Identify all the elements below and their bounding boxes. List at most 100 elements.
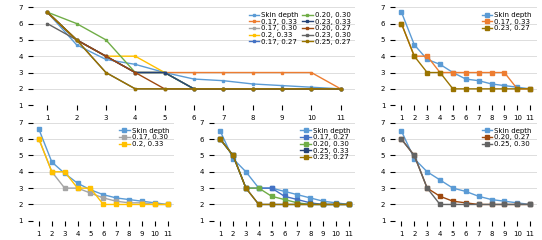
0.23, 0.33 <box>102 55 109 58</box>
0.23, 0.30 <box>102 71 109 74</box>
0.17, 0.30 <box>74 187 81 190</box>
0.17, 0.33 <box>514 87 520 90</box>
0.23, 0.27 <box>294 203 301 206</box>
0.2, 0.33 <box>152 203 158 206</box>
0.2, 0.33 <box>36 138 42 141</box>
Legend: Skin depth, 0.17, 0.27, 0.20, 0.30, 0.25, 0.33, 0.23, 0.27: Skin depth, 0.17, 0.27, 0.20, 0.30, 0.25… <box>299 126 352 162</box>
0.23, 0.30 <box>220 87 227 90</box>
Line: 0.20, 0.30: 0.20, 0.30 <box>46 11 342 90</box>
Skin depth <box>411 43 417 46</box>
0.20, 0.27 <box>514 203 520 206</box>
0.20, 0.27 <box>398 138 405 141</box>
0.23, 0.30 <box>249 87 256 90</box>
0.20, 0.30 <box>220 87 227 90</box>
Legend: Skin depth, 0.17, 0.33, 0.17, 0.30, 0.2, 0.33, 0.17, 0.27, 0.20, 0.30, 0.23, 0.3: Skin depth, 0.17, 0.33, 0.17, 0.30, 0.2,… <box>247 11 352 46</box>
0.2, 0.33 <box>126 203 132 206</box>
0.17, 0.33 <box>527 87 533 90</box>
0.20, 0.30 <box>256 187 262 190</box>
0.23, 0.27 <box>346 203 352 206</box>
0.17, 0.33 <box>338 87 344 90</box>
0.20, 0.30 <box>279 87 285 90</box>
0.23, 0.27 <box>450 87 456 90</box>
0.25, 0.33 <box>256 203 262 206</box>
0.2, 0.33 <box>74 187 81 190</box>
Line: Skin depth: Skin depth <box>399 10 532 91</box>
Line: Skin depth: Skin depth <box>218 129 351 207</box>
Line: 0.17, 0.30: 0.17, 0.30 <box>37 137 170 207</box>
Line: 0.17, 0.33: 0.17, 0.33 <box>46 11 342 90</box>
Skin depth <box>100 193 107 196</box>
0.20, 0.30 <box>230 154 236 157</box>
0.17, 0.30 <box>44 11 50 13</box>
0.17, 0.27 <box>320 203 326 206</box>
0.23, 0.33 <box>132 71 139 74</box>
Skin depth <box>307 197 313 199</box>
0.17, 0.30 <box>191 87 197 90</box>
0.25, 0.33 <box>307 203 313 206</box>
0.17, 0.27 <box>338 87 344 90</box>
0.20, 0.30 <box>338 87 344 90</box>
0.17, 0.27 <box>333 203 339 206</box>
0.17, 0.30 <box>152 203 158 206</box>
0.17, 0.30 <box>164 203 171 206</box>
0.17, 0.33 <box>411 55 417 58</box>
0.17, 0.27 <box>73 38 80 41</box>
0.20, 0.30 <box>320 203 326 206</box>
0.2, 0.33 <box>44 11 50 13</box>
0.17, 0.33 <box>398 22 405 25</box>
0.23, 0.30 <box>338 87 344 90</box>
0.20, 0.30 <box>102 38 109 41</box>
0.2, 0.33 <box>338 87 344 90</box>
0.23, 0.27 <box>527 87 533 90</box>
0.20, 0.30 <box>132 71 139 74</box>
0.20, 0.27 <box>279 87 285 90</box>
Skin depth <box>139 200 145 203</box>
0.2, 0.33 <box>162 71 168 74</box>
0.20, 0.27 <box>338 87 344 90</box>
0.23, 0.27 <box>398 22 405 25</box>
Line: 0.25, 0.33: 0.25, 0.33 <box>218 137 351 207</box>
0.17, 0.30 <box>113 200 119 203</box>
Skin depth <box>398 11 405 13</box>
0.20, 0.30 <box>333 203 339 206</box>
Skin depth <box>488 198 495 201</box>
Skin depth <box>74 182 81 185</box>
0.25, 0.30 <box>527 203 533 206</box>
0.23, 0.27 <box>462 87 469 90</box>
0.2, 0.33 <box>102 55 109 58</box>
0.25, 0.33 <box>294 203 301 206</box>
Legend: Skin depth, 0.17, 0.33, 0.23, 0.27: Skin depth, 0.17, 0.33, 0.23, 0.27 <box>480 11 533 33</box>
0.23, 0.30 <box>279 87 285 90</box>
0.20, 0.27 <box>249 87 256 90</box>
0.25, 0.30 <box>450 203 456 206</box>
0.23, 0.27 <box>411 55 417 58</box>
0.23, 0.33 <box>279 87 285 90</box>
Line: 0.20, 0.27: 0.20, 0.27 <box>46 11 342 90</box>
Skin depth <box>61 172 68 175</box>
Skin depth <box>281 190 288 193</box>
0.25, 0.33 <box>320 203 326 206</box>
Line: Skin depth: Skin depth <box>46 11 342 90</box>
0.17, 0.27 <box>217 138 223 141</box>
Skin depth <box>162 71 168 74</box>
Skin depth <box>527 87 533 90</box>
Skin depth <box>450 187 456 190</box>
0.25, 0.27 <box>220 87 227 90</box>
0.25, 0.30 <box>475 203 482 206</box>
0.20, 0.27 <box>308 87 314 90</box>
0.20, 0.27 <box>102 55 109 58</box>
0.23, 0.27 <box>488 87 495 90</box>
Skin depth <box>220 79 227 82</box>
0.17, 0.30 <box>139 201 145 204</box>
Skin depth <box>424 58 430 61</box>
Skin depth <box>475 79 482 82</box>
0.25, 0.27 <box>279 87 285 90</box>
Line: 0.23, 0.27: 0.23, 0.27 <box>218 137 351 207</box>
0.17, 0.33 <box>279 71 285 74</box>
0.17, 0.33 <box>462 71 469 74</box>
Line: 0.17, 0.30: 0.17, 0.30 <box>46 11 342 90</box>
0.2, 0.33 <box>87 187 94 190</box>
0.25, 0.30 <box>488 203 495 206</box>
0.25, 0.33 <box>333 203 339 206</box>
0.17, 0.30 <box>87 192 94 194</box>
